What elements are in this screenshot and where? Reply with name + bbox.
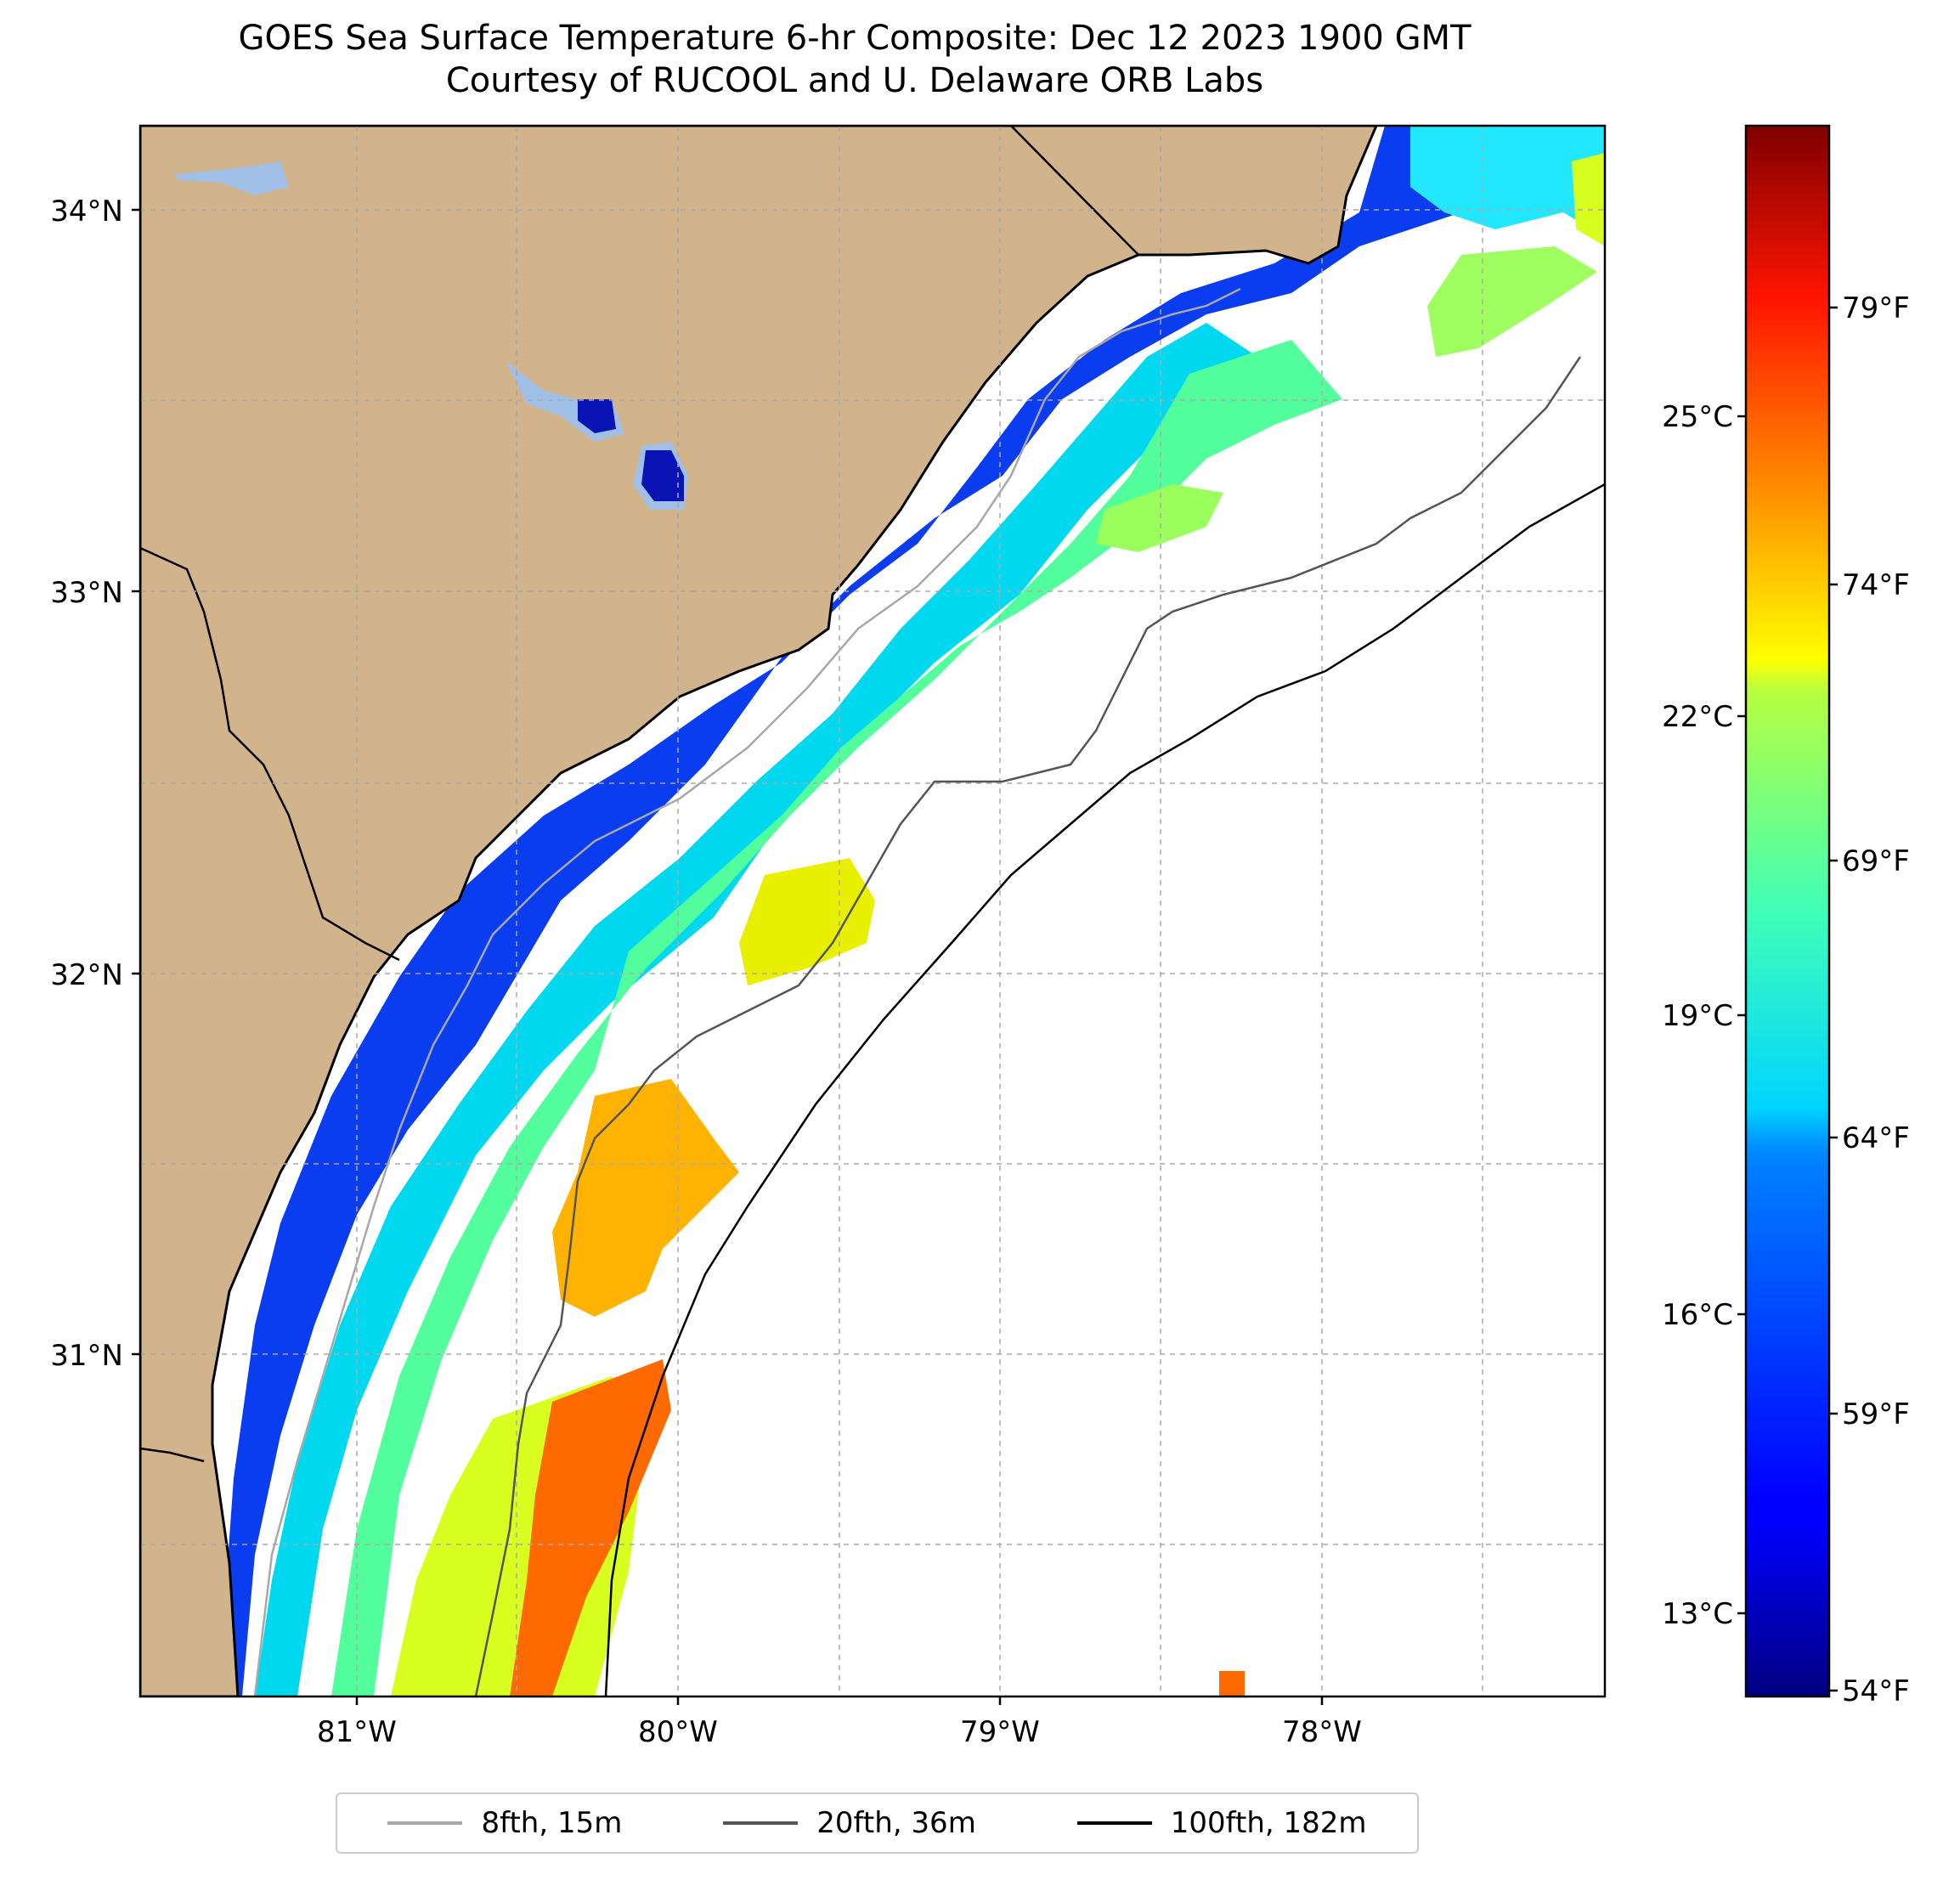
- ga-fl-border: [140, 1447, 205, 1463]
- legend-item-8fth: 8fth, 15m: [387, 1806, 622, 1840]
- contour-20fth: [474, 356, 1582, 1697]
- state-borders: [140, 126, 1139, 1463]
- sst-yellow-patch-northeast: [1572, 153, 1605, 246]
- colorbar-f-label-69: 69°F: [1842, 844, 1910, 878]
- sst-yellow-patch-mid: [739, 858, 875, 985]
- contour-8fth: [253, 287, 1241, 1697]
- legend-swatch-20fth: [723, 1821, 799, 1825]
- ga-sc-border: [140, 546, 400, 962]
- map-frame: [138, 124, 1607, 1698]
- legend-item-100fth: 100fth, 182m: [1076, 1806, 1367, 1840]
- colorbar-c-label-16: 16°C: [1662, 1298, 1733, 1332]
- land-area: [140, 126, 1378, 1697]
- lake-marion-deep: [578, 399, 616, 433]
- lake-moultrie-deep: [641, 450, 684, 501]
- legend-label-8fth: 8fth, 15m: [481, 1806, 623, 1840]
- colorbar-f-label-74: 74°F: [1842, 568, 1910, 602]
- lon-label-78: 78°W: [1282, 1715, 1362, 1749]
- colorbar: [1744, 124, 1831, 1698]
- lon-label-81: 81°W: [317, 1715, 397, 1749]
- lat-label-33: 33°N: [50, 576, 123, 610]
- lake-north: [174, 161, 289, 195]
- colorbar-c-label-19: 19°C: [1662, 999, 1733, 1033]
- sst-orange-patch-south: [510, 1359, 671, 1697]
- lat-label-32: 32°N: [50, 958, 123, 992]
- map-ticks: [132, 208, 1324, 1705]
- colorbar-f-label-79: 79°F: [1842, 291, 1910, 325]
- legend-swatch-100fth: [1076, 1821, 1152, 1825]
- sst-green-patch-offshore: [1096, 484, 1223, 552]
- colorbar-f-label-54: 54°F: [1842, 1674, 1910, 1708]
- chart-title: GOES Sea Surface Temperature 6-hr Compos…: [0, 17, 1709, 102]
- sst-nearshore-blue-band: [221, 126, 1529, 1697]
- colorbar-ticks: [1737, 306, 1838, 1692]
- lon-label-79: 79°W: [960, 1715, 1040, 1749]
- colorbar-c-label-22: 22°C: [1662, 700, 1733, 734]
- sst-green-patch-east: [1427, 246, 1597, 357]
- colorbar-f-label-64: 64°F: [1842, 1121, 1910, 1155]
- legend-swatch-8fth: [387, 1821, 463, 1825]
- contour-legend: 8fth, 15m 20fth, 36m 100fth, 182m: [336, 1792, 1419, 1854]
- contour-100fth: [604, 483, 1605, 1697]
- colorbar-c-label-13: 13°C: [1662, 1597, 1733, 1631]
- lon-label-80: 80°W: [638, 1715, 718, 1749]
- title-line-2: Courtesy of RUCOOL and U. Delaware ORB L…: [445, 61, 1264, 100]
- nc-sc-border: [1010, 126, 1139, 256]
- legend-label-20fth: 20fth, 36m: [816, 1806, 976, 1840]
- sst-data-layer: [221, 126, 1605, 1697]
- lat-label-31: 31°N: [50, 1339, 123, 1373]
- colorbar-c-label-25: 25°C: [1662, 400, 1733, 434]
- colorbar-f-label-59: 59°F: [1842, 1397, 1910, 1431]
- gridlines: [140, 126, 1605, 1697]
- lat-label-34: 34°N: [50, 195, 123, 229]
- sst-orange-pixel-south: [1219, 1671, 1245, 1697]
- legend-item-20fth: 20fth, 36m: [723, 1806, 976, 1840]
- sst-orange-patch-mid: [552, 1079, 739, 1317]
- bathymetry-contours: [253, 287, 1605, 1697]
- title-line-1: GOES Sea Surface Temperature 6-hr Compos…: [238, 19, 1471, 58]
- inland-lakes: [174, 161, 688, 510]
- legend-label-100fth: 100fth, 182m: [1170, 1806, 1367, 1840]
